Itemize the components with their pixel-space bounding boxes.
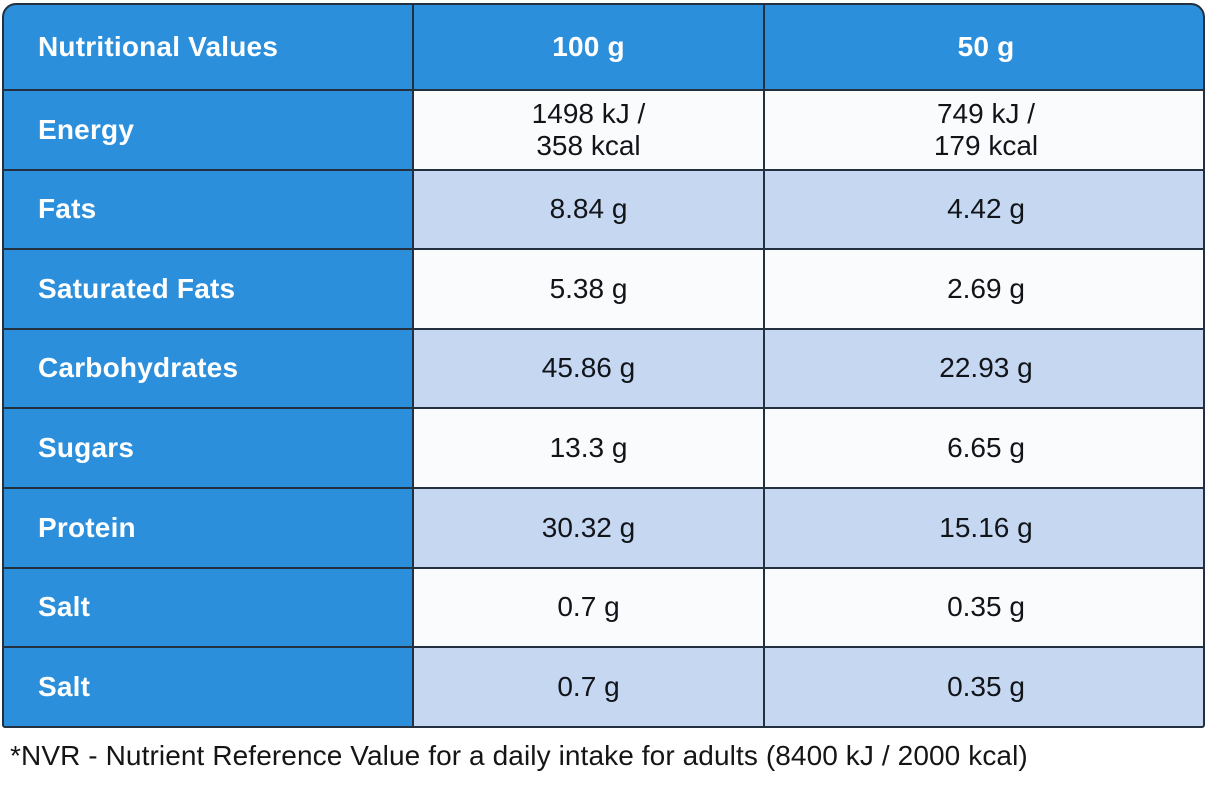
row-label: Saturated Fats [4,250,412,328]
value-100g: 0.7 g [414,568,763,647]
value-50g: 6.65 g [765,409,1203,487]
row-label: Salt [4,568,412,647]
value-50g: 0.35 g [765,568,1203,647]
value-100g: 5.38 g [414,250,763,328]
row-label: Protein [4,488,412,567]
header-nutritional-values: Nutritional Values [4,5,412,89]
value-100g: 30.32 g [414,488,763,567]
header-column-100g: 100 g [414,5,763,89]
value-100g: 1498 kJ / 358 kcal [414,91,763,169]
header-column-50g: 50 g [765,5,1203,89]
row-label: Salt [4,648,412,726]
value-100g: 0.7 g [414,648,763,726]
row-label: Energy [4,91,412,169]
nvr-footnote: *NVR - Nutrient Reference Value for a da… [10,740,1028,771]
row-label: Sugars [4,409,412,487]
value-100g: 13.3 g [414,409,763,487]
value-50g: 2.69 g [765,250,1203,328]
value-50g: 0.35 g [765,648,1203,726]
value-50g: 749 kJ / 179 kcal [765,91,1203,169]
row-label: Fats [4,170,412,249]
value-100g: 45.86 g [414,329,763,408]
value-50g: 15.16 g [765,488,1203,567]
row-label: Carbohydrates [4,329,412,408]
value-50g: 22.93 g [765,329,1203,408]
nutrition-table: Nutritional Values 100 g 50 g Energy 1498… [2,3,1205,728]
value-100g: 8.84 g [414,170,763,249]
value-50g: 4.42 g [765,170,1203,249]
